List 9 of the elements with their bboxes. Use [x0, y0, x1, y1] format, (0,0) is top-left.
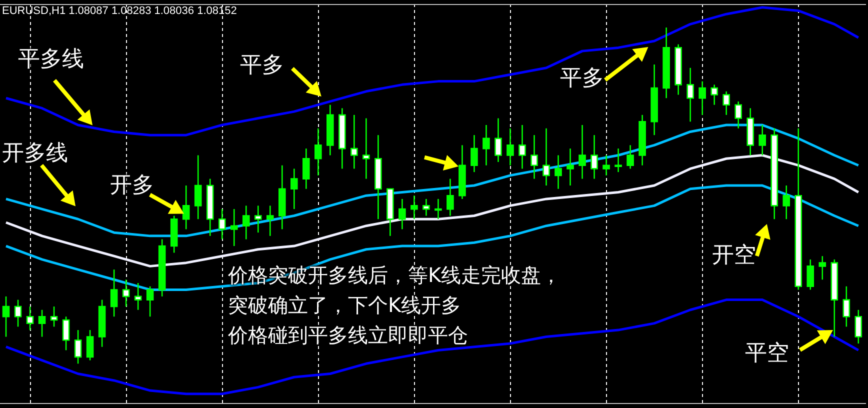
- annotation: 开多线: [2, 140, 68, 168]
- annotation: 开空: [712, 242, 756, 270]
- annotation: 平多: [240, 52, 284, 80]
- annotation: 平多: [560, 65, 604, 93]
- chart-title: EURUSD,H1 1.08087 1.08283 1.08036 1.08152: [2, 5, 237, 17]
- annotation: 价格碰到平多线立即即平仓: [228, 322, 468, 349]
- annotation: 平多线: [18, 46, 84, 74]
- annotation: 平空: [745, 340, 789, 368]
- annotation: 开多: [110, 172, 154, 200]
